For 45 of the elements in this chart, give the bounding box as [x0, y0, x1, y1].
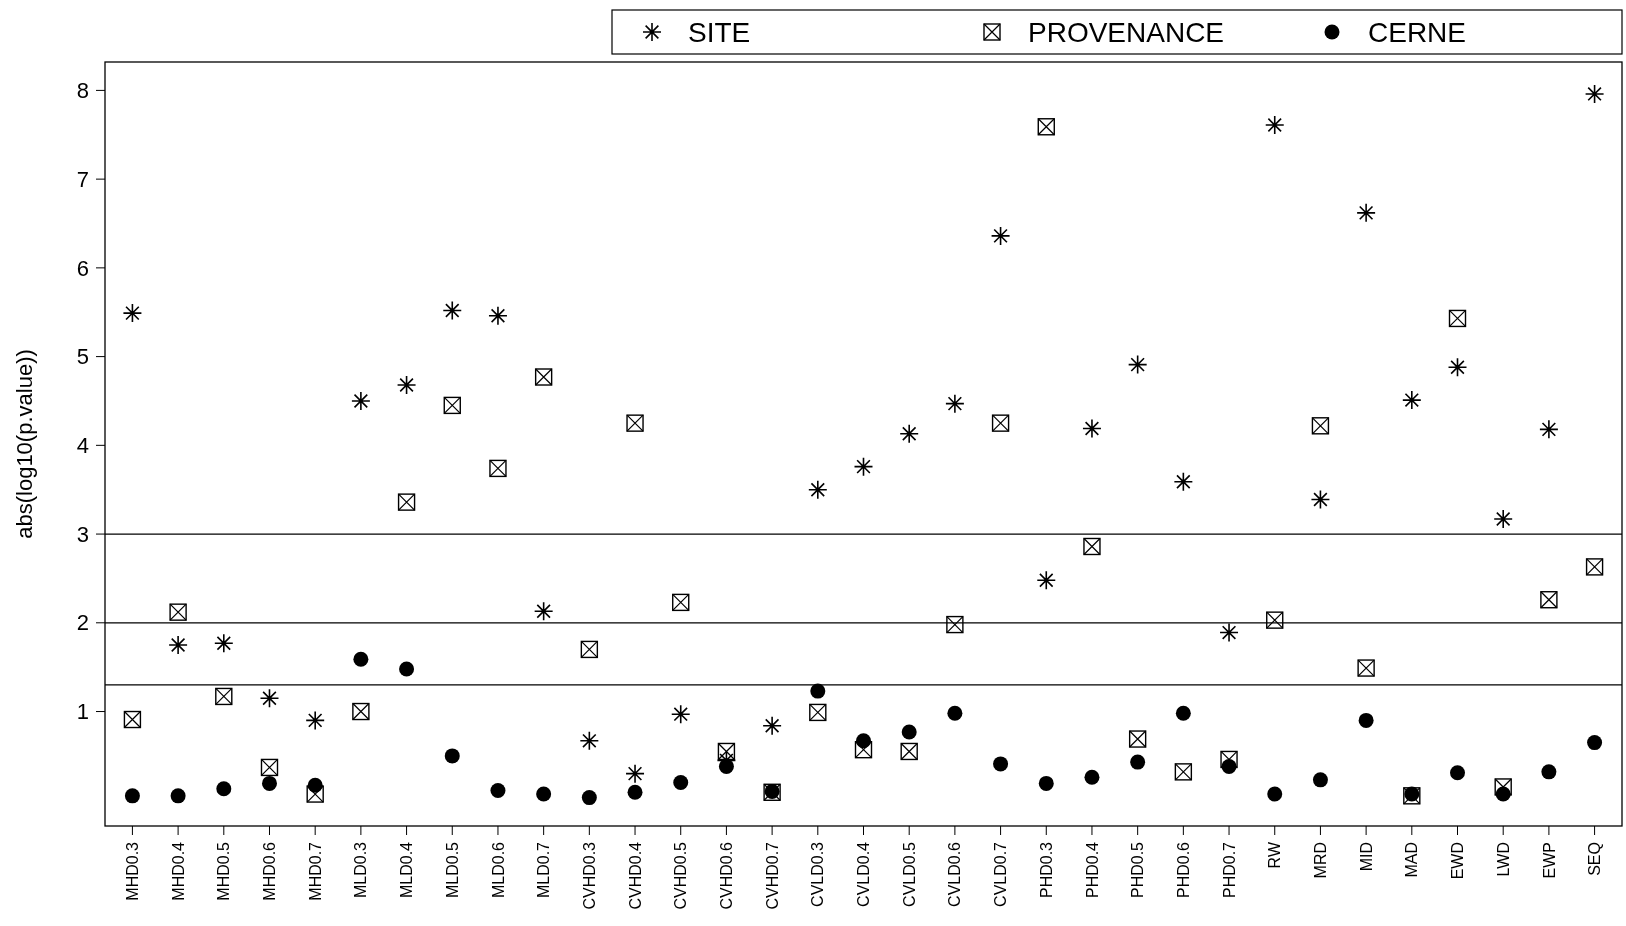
x-tick-label: MID: [1357, 842, 1375, 872]
x-tick-label: SEQ: [1586, 842, 1604, 876]
x-tick-label: MHD0.3: [124, 841, 142, 901]
y-tick-label: 3: [76, 521, 89, 547]
x-tick-label: CVHD0.7: [763, 841, 781, 910]
x-tick-label: CVLD0.7: [992, 841, 1010, 907]
y-tick-label: 5: [76, 344, 89, 370]
x-tick-label: MHD0.4: [169, 841, 187, 901]
x-tick-label: CVLD0.5: [900, 841, 918, 907]
y-tick-label: 8: [76, 78, 89, 104]
x-tick-label: MLD0.5: [443, 841, 461, 899]
x-tick-label: PHD0.3: [1037, 841, 1055, 899]
y-tick-label: 2: [76, 610, 89, 636]
x-tick-label: MRD: [1312, 842, 1330, 879]
x-tick-label: MLD0.7: [535, 841, 553, 899]
x-tick-label: CVHD0.3: [580, 841, 598, 910]
x-tick-label: CVHD0.4: [626, 841, 644, 910]
x-tick-label: MLD0.6: [489, 841, 507, 899]
legend-label: PROVENANCE: [1028, 16, 1225, 48]
x-tick-label: CVLD0.4: [855, 841, 873, 907]
x-tick-label: MAD: [1403, 842, 1421, 878]
x-tick-label: PHD0.6: [1174, 841, 1192, 899]
x-tick-label: CVHD0.6: [718, 841, 736, 910]
x-tick-label: LWD: [1494, 842, 1512, 877]
y-tick-label: 4: [76, 433, 89, 459]
x-tick-label: CVHD0.5: [672, 841, 690, 910]
y-tick-label: 1: [76, 699, 89, 725]
x-tick-label: CVLD0.3: [809, 841, 827, 907]
x-tick-label: MLD0.4: [398, 841, 416, 899]
x-tick-label: EWP: [1540, 842, 1558, 879]
x-tick-label: PHD0.4: [1083, 841, 1101, 899]
y-tick-label: 6: [76, 255, 89, 281]
x-tick-label: PHD0.5: [1129, 841, 1147, 899]
legend-label: SITE: [688, 16, 751, 48]
legend-label: CERNE: [1368, 16, 1467, 48]
x-tick-label: PHD0.7: [1220, 841, 1238, 899]
x-tick-label: MHD0.5: [215, 841, 233, 901]
y-axis-title: abs(log10(p.value)): [12, 349, 37, 539]
x-tick-label: CVLD0.6: [946, 841, 964, 907]
x-tick-label: MHD0.6: [261, 841, 279, 901]
x-tick-label: MHD0.7: [306, 841, 324, 901]
x-tick-label: RW: [1266, 841, 1284, 869]
x-tick-label: MLD0.3: [352, 841, 370, 899]
x-tick-label: EWD: [1449, 842, 1467, 880]
y-tick-label: 7: [76, 166, 89, 192]
